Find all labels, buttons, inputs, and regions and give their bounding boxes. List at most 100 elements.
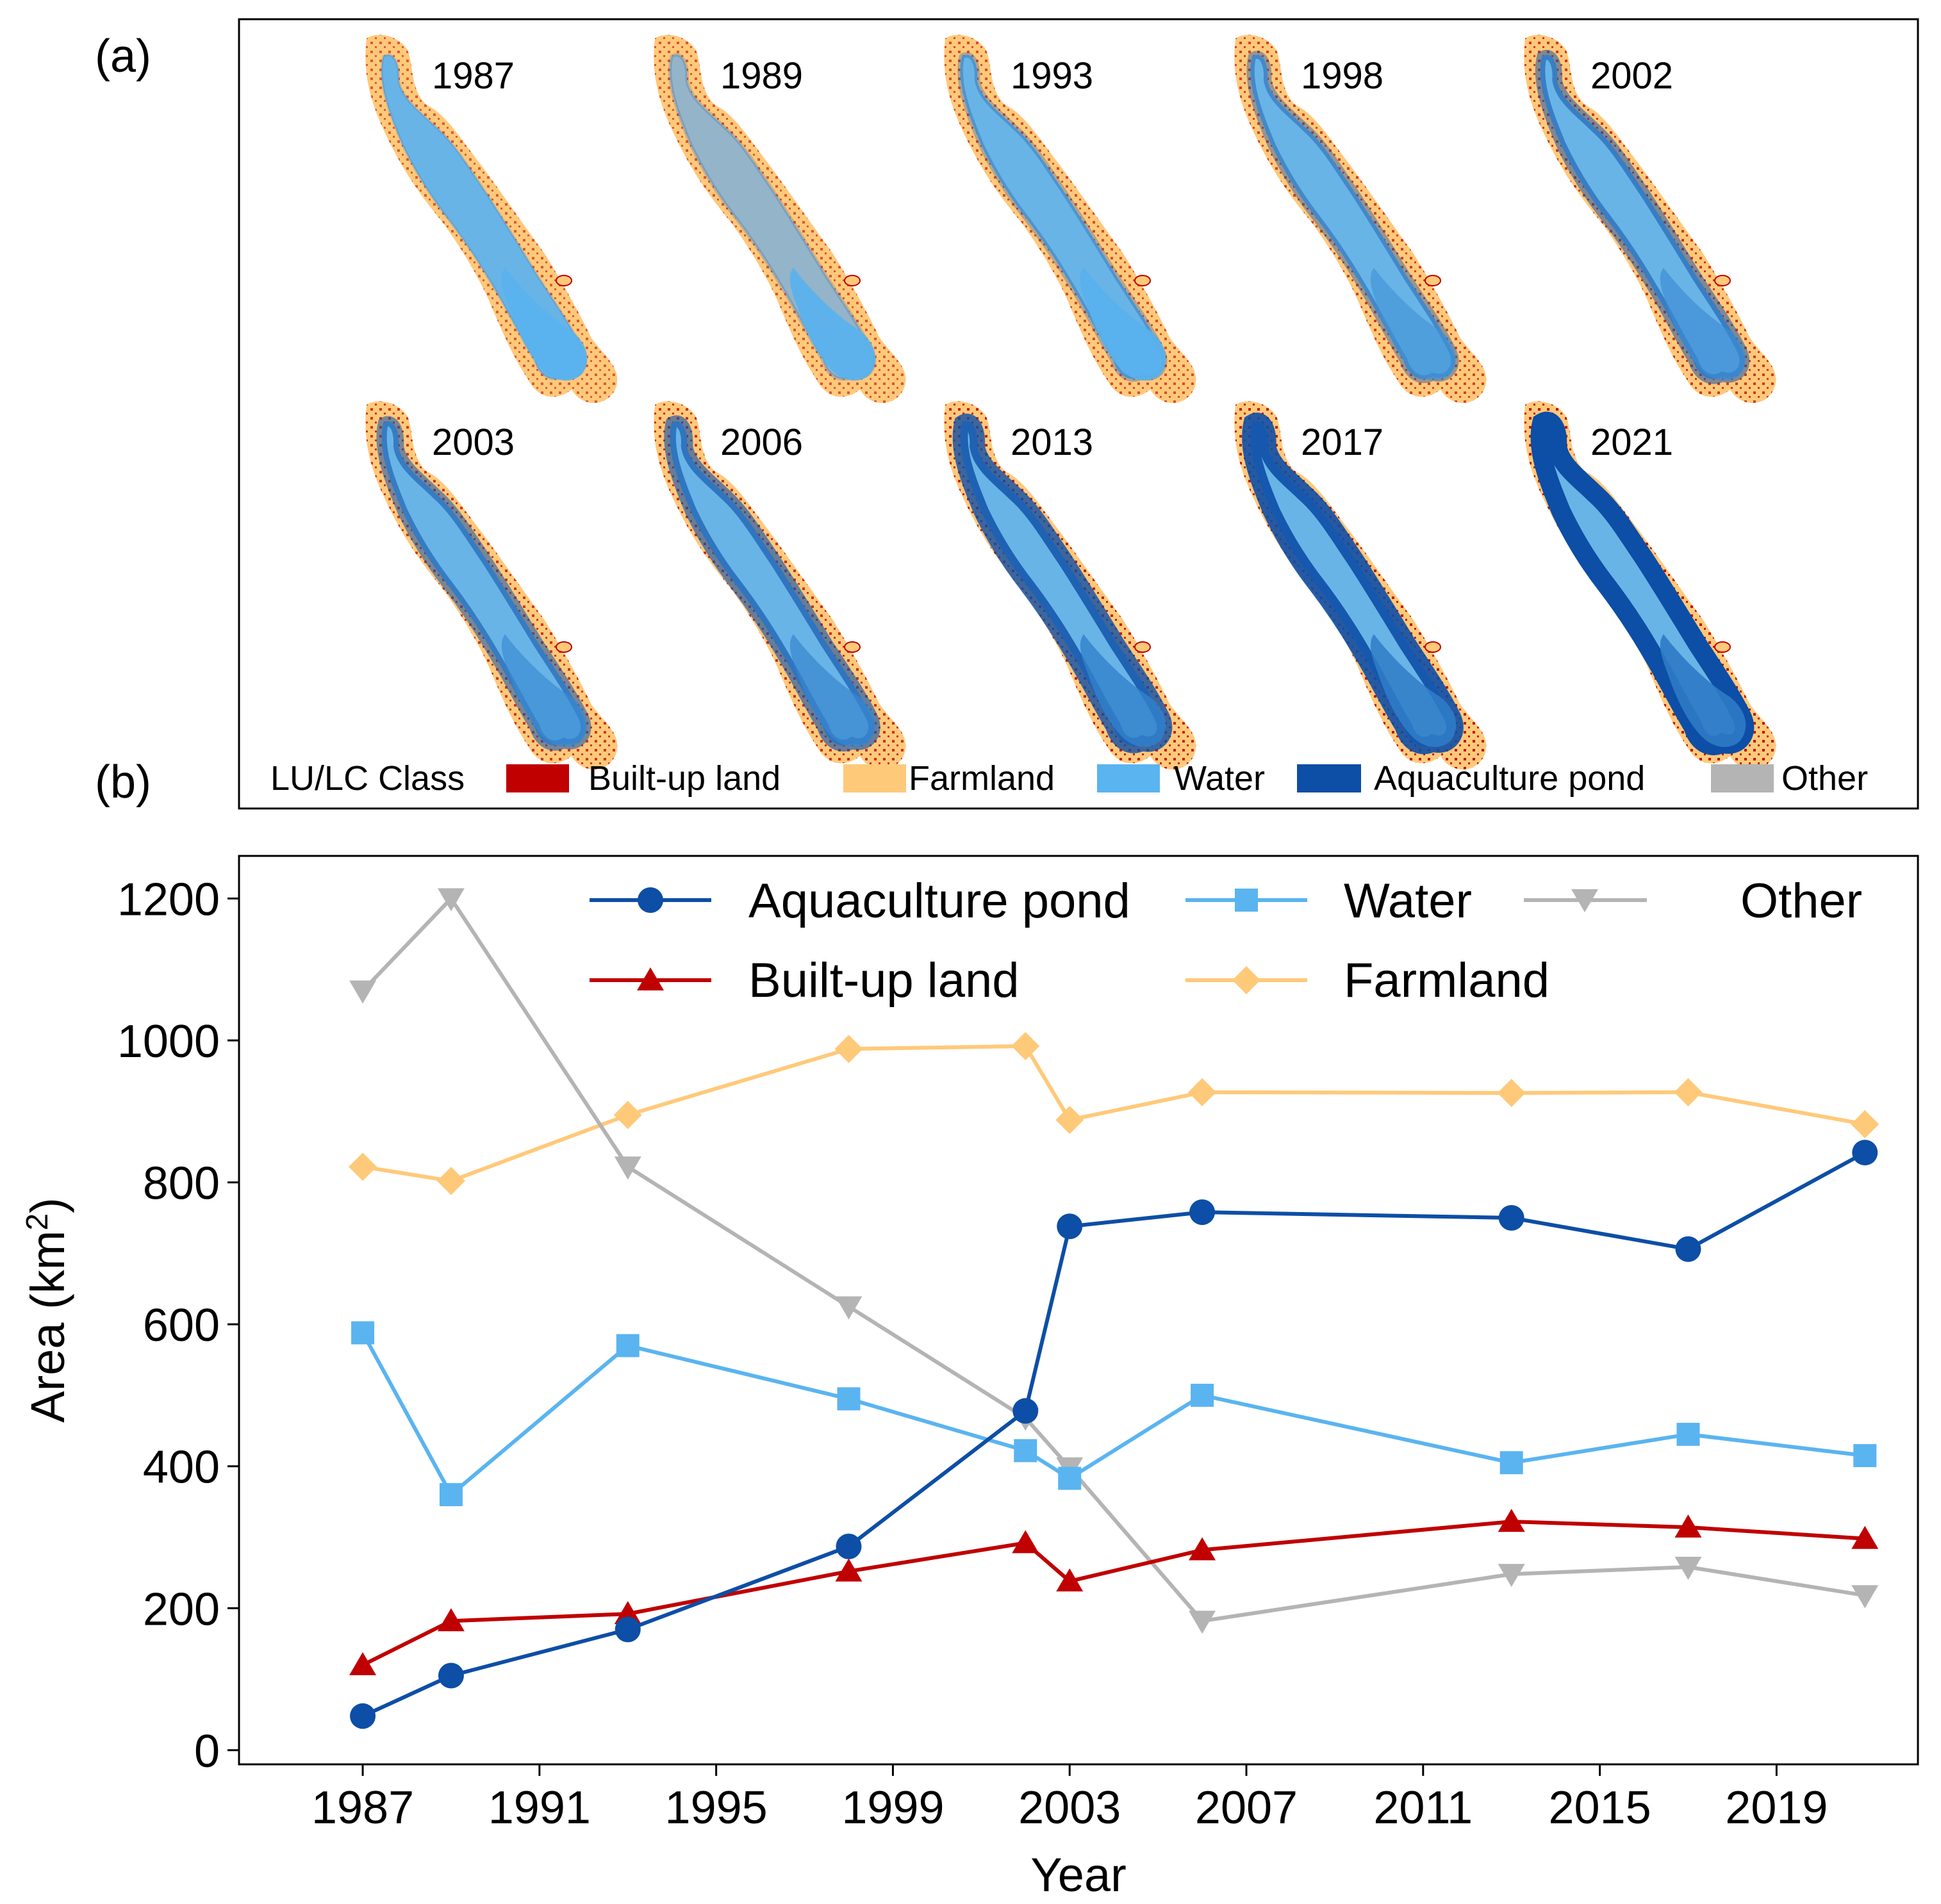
lake-map-2003: 2003 bbox=[365, 401, 618, 769]
data-point-aquaculture-pond bbox=[1498, 1204, 1524, 1231]
data-point-built-up-land bbox=[1498, 1509, 1525, 1532]
x-tick-label: 2011 bbox=[1373, 1782, 1473, 1834]
map-year-label: 1998 bbox=[1301, 55, 1383, 97]
data-point-farmland bbox=[1055, 1106, 1084, 1135]
map-year-label: 2017 bbox=[1301, 422, 1383, 463]
map-island bbox=[844, 641, 861, 653]
legend-swatch-aquaculture bbox=[1297, 764, 1361, 792]
lulc-legend: LU/LC Class Built-up land Farmland Water… bbox=[270, 759, 1868, 798]
map-pond-edge bbox=[1535, 50, 1750, 384]
y-tick-label: 800 bbox=[143, 1158, 220, 1210]
panel-b-label: (b) bbox=[95, 757, 151, 808]
legend-farmland: Farmland bbox=[1344, 953, 1549, 1008]
data-point-aquaculture-pond bbox=[615, 1616, 641, 1643]
map-island bbox=[556, 275, 572, 286]
lake-map-2021: 2021 bbox=[1524, 401, 1776, 769]
map-water bbox=[670, 54, 875, 379]
data-point-farmland bbox=[436, 1167, 465, 1195]
data-point-aquaculture-pond bbox=[1852, 1140, 1878, 1166]
data-point-other bbox=[614, 1156, 641, 1180]
map-lower-basin bbox=[1660, 634, 1746, 748]
map-lower-basin bbox=[789, 268, 876, 381]
map-year-label: 2002 bbox=[1590, 55, 1673, 97]
data-point-water bbox=[837, 1387, 861, 1411]
map-other bbox=[670, 54, 875, 379]
data-point-water bbox=[616, 1334, 640, 1358]
map-year-label: 2003 bbox=[432, 422, 515, 463]
lake-maps: 1987 1989 1993 1998 2002 2003 2006 2013 2017 2021 bbox=[365, 35, 1776, 769]
x-tick-label: 1995 bbox=[665, 1782, 768, 1834]
series-line-water bbox=[361, 1331, 1865, 1497]
data-point-built-up-land bbox=[349, 1652, 377, 1675]
panel-a-label: (a) bbox=[95, 31, 151, 82]
data-point-farmland bbox=[1851, 1110, 1879, 1138]
map-lower-basin bbox=[1660, 268, 1746, 381]
panel-a: (a) 1987 1989 1993 1998 2002 2003 2006 2013 2017… bbox=[95, 18, 1919, 810]
data-point-other bbox=[1851, 1585, 1879, 1609]
map-pond-edge bbox=[376, 416, 591, 751]
series-other bbox=[349, 888, 1879, 1634]
data-point-water bbox=[1676, 1422, 1700, 1446]
series-line-other bbox=[361, 896, 1865, 1623]
data-point-water bbox=[1853, 1444, 1877, 1468]
legend-water: Water bbox=[1344, 874, 1472, 928]
data-point-aquaculture-pond bbox=[438, 1662, 464, 1689]
legend-label-built-up: Built-up land bbox=[588, 759, 781, 798]
series-water bbox=[351, 1321, 1877, 1507]
y-tick-label: 600 bbox=[143, 1300, 220, 1351]
map-island bbox=[556, 641, 572, 653]
data-point-farmland bbox=[613, 1101, 642, 1129]
data-point-built-up-land bbox=[1674, 1514, 1702, 1538]
x-tick-label: 2015 bbox=[1548, 1782, 1651, 1834]
data-point-other bbox=[1674, 1557, 1702, 1580]
panel-a-frame bbox=[238, 18, 1919, 810]
map-lower-basin bbox=[1080, 268, 1166, 381]
legend-marker-other bbox=[1571, 889, 1598, 912]
data-point-farmland bbox=[1011, 1031, 1040, 1060]
x-tick-label: 2003 bbox=[1018, 1782, 1121, 1834]
lake-map-2013: 2013 bbox=[944, 401, 1196, 769]
data-point-other bbox=[437, 888, 465, 912]
x-tick-label: 1987 bbox=[311, 1782, 414, 1834]
map-water bbox=[1540, 54, 1745, 379]
series-farmland bbox=[349, 1031, 1879, 1195]
map-year-label: 2006 bbox=[720, 422, 803, 463]
data-point-built-up-land bbox=[1189, 1537, 1216, 1561]
map-lower-basin bbox=[501, 634, 588, 748]
data-point-farmland bbox=[834, 1035, 863, 1063]
map-year-label: 2021 bbox=[1590, 422, 1673, 463]
map-year-label: 1993 bbox=[1011, 55, 1093, 97]
map-water bbox=[1250, 54, 1455, 379]
data-point-aquaculture-pond bbox=[1189, 1199, 1216, 1226]
map-pond-lower bbox=[1660, 268, 1746, 381]
map-lower-basin bbox=[501, 268, 588, 381]
map-lower-basin bbox=[789, 634, 876, 748]
map-lower-basin bbox=[1370, 634, 1457, 748]
y-axis-title-close: ) bbox=[21, 1197, 74, 1213]
y-axis-title-sup: 2 bbox=[21, 1213, 54, 1231]
data-point-other bbox=[1189, 1611, 1216, 1634]
map-year-label: 1987 bbox=[432, 55, 515, 97]
data-point-farmland bbox=[1188, 1078, 1217, 1106]
series-line-farmland bbox=[362, 1044, 1865, 1183]
lake-map-1989: 1989 bbox=[654, 35, 906, 403]
data-point-other bbox=[349, 980, 377, 1004]
map-island bbox=[1714, 641, 1731, 653]
map-island bbox=[1425, 641, 1441, 653]
data-point-other bbox=[835, 1296, 863, 1320]
legend-swatch-farmland bbox=[843, 764, 906, 792]
lake-map-2017: 2017 bbox=[1234, 401, 1487, 769]
map-water bbox=[670, 421, 875, 746]
data-point-built-up-land bbox=[614, 1601, 641, 1625]
data-point-water bbox=[351, 1321, 375, 1345]
data-point-aquaculture-pond bbox=[1057, 1213, 1083, 1240]
lake-map-1987: 1987 bbox=[365, 35, 618, 403]
panel-b: (b) 1987 1991 1995 1999 2003 2007 2011 2015 2019… bbox=[21, 757, 1919, 1901]
legend-swatch-other bbox=[1711, 764, 1774, 792]
map-pond-lower bbox=[789, 634, 876, 748]
map-pond-edge bbox=[1246, 51, 1459, 383]
legend-marker-built-up bbox=[637, 967, 664, 990]
map-year-label: 2013 bbox=[1011, 422, 1093, 463]
map-year-label: 1989 bbox=[720, 55, 803, 97]
lake-map-2006: 2006 bbox=[654, 401, 906, 769]
